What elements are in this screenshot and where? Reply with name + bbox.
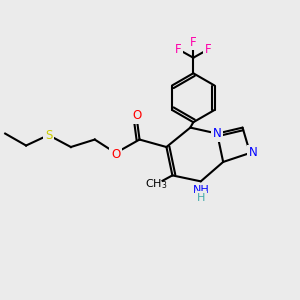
Text: NH: NH: [192, 185, 209, 195]
Text: F: F: [205, 43, 211, 56]
Text: N: N: [213, 127, 222, 140]
Text: S: S: [45, 129, 52, 142]
Text: N: N: [249, 146, 258, 160]
Text: O: O: [132, 109, 141, 122]
Text: F: F: [190, 36, 196, 49]
Text: F: F: [175, 43, 182, 56]
Text: CH$_3$: CH$_3$: [145, 177, 167, 191]
Text: O: O: [111, 148, 120, 161]
Text: H: H: [196, 193, 205, 203]
